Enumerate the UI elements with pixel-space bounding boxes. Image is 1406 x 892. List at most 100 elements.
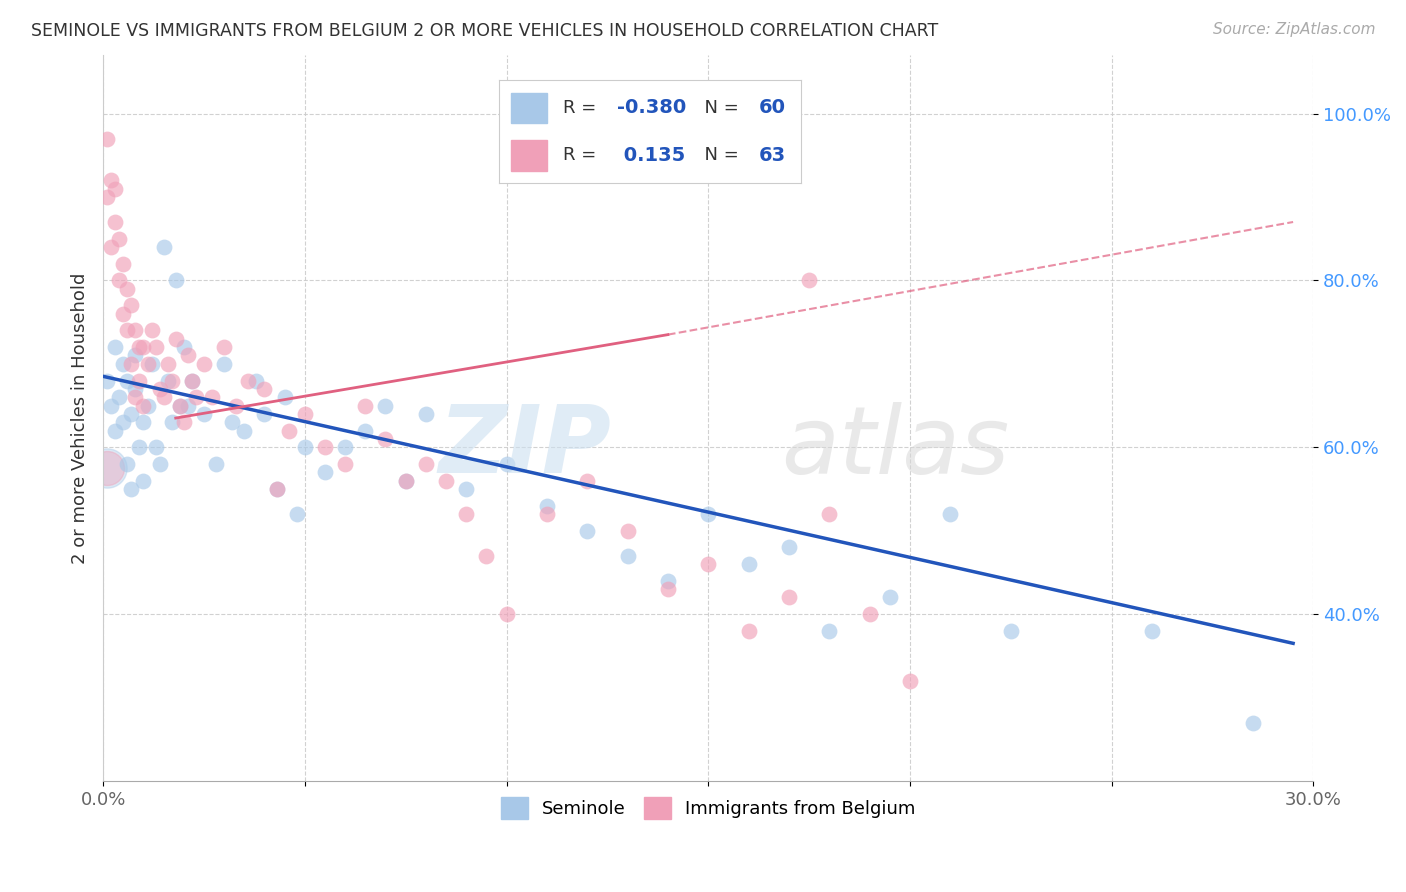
Point [415, 407, 437, 421]
Point [1000, 624, 1022, 638]
FancyBboxPatch shape [512, 140, 547, 170]
Text: R =: R = [562, 146, 602, 164]
Point [576, 524, 599, 538]
Point [201, 390, 224, 404]
Point [120, 357, 142, 371]
Point [374, 399, 396, 413]
Point [233, 424, 256, 438]
Point [285, 507, 308, 521]
Point [879, 591, 901, 605]
Point [858, 607, 880, 621]
Point [169, 399, 191, 413]
Point [100, 240, 122, 254]
Point [212, 357, 235, 371]
Point [273, 390, 295, 404]
Point [132, 474, 155, 488]
Point [180, 374, 202, 388]
Point [165, 273, 187, 287]
Point [737, 624, 759, 638]
Point [536, 507, 558, 521]
Point [266, 482, 288, 496]
Point [141, 357, 163, 371]
Point [104, 340, 127, 354]
Point [152, 390, 174, 404]
Point [536, 499, 558, 513]
Point [415, 457, 437, 471]
Point [112, 357, 135, 371]
Point [112, 307, 135, 321]
Point [160, 415, 183, 429]
Point [294, 440, 316, 454]
FancyBboxPatch shape [512, 93, 547, 123]
Point [136, 399, 159, 413]
Point [193, 407, 215, 421]
Point [124, 349, 146, 363]
Point [96, 461, 118, 475]
Point [156, 374, 179, 388]
Point [120, 298, 142, 312]
Point [277, 424, 299, 438]
Point [173, 415, 195, 429]
Point [184, 390, 207, 404]
Text: atlas: atlas [780, 401, 1010, 492]
Point [576, 474, 599, 488]
Text: 60: 60 [759, 98, 786, 118]
Point [120, 407, 142, 421]
Text: N =: N = [693, 99, 744, 117]
Point [96, 131, 118, 145]
Point [697, 557, 720, 571]
Point [128, 440, 150, 454]
Text: -0.380: -0.380 [617, 98, 686, 118]
Point [120, 482, 142, 496]
Point [141, 323, 163, 337]
Point [657, 574, 679, 588]
Point [434, 474, 457, 488]
Point [169, 399, 191, 413]
Point [156, 357, 179, 371]
Point [177, 399, 200, 413]
Point [657, 582, 679, 596]
Point [104, 215, 127, 229]
Point [149, 382, 172, 396]
Point [333, 440, 356, 454]
Point [818, 507, 841, 521]
Point [96, 461, 118, 475]
Text: SEMINOLE VS IMMIGRANTS FROM BELGIUM 2 OR MORE VEHICLES IN HOUSEHOLD CORRELATION : SEMINOLE VS IMMIGRANTS FROM BELGIUM 2 OR… [31, 22, 938, 40]
Point [117, 374, 139, 388]
Point [456, 507, 478, 521]
Point [112, 257, 135, 271]
Point [117, 323, 139, 337]
Point [96, 374, 118, 388]
Point [132, 399, 155, 413]
Point [354, 424, 377, 438]
Point [173, 340, 195, 354]
Point [124, 390, 146, 404]
Point [456, 482, 478, 496]
Point [136, 357, 159, 371]
Point [797, 273, 820, 287]
Point [495, 457, 517, 471]
Point [100, 399, 122, 413]
Point [145, 440, 167, 454]
Point [128, 340, 150, 354]
Text: ZIP: ZIP [439, 401, 612, 493]
Point [697, 507, 720, 521]
Point [193, 357, 215, 371]
Point [616, 549, 638, 563]
Point [108, 390, 131, 404]
Text: Source: ZipAtlas.com: Source: ZipAtlas.com [1212, 22, 1375, 37]
Point [100, 173, 122, 187]
Text: 0.135: 0.135 [617, 145, 685, 165]
Point [124, 323, 146, 337]
Point [149, 457, 172, 471]
Point [1241, 715, 1264, 730]
Point [778, 591, 800, 605]
Point [212, 340, 235, 354]
Y-axis label: 2 or more Vehicles in Household: 2 or more Vehicles in Household [72, 272, 89, 564]
Text: R =: R = [562, 99, 602, 117]
Point [221, 415, 243, 429]
Point [898, 673, 921, 688]
Point [354, 399, 377, 413]
Point [294, 407, 316, 421]
Text: 63: 63 [759, 145, 786, 165]
